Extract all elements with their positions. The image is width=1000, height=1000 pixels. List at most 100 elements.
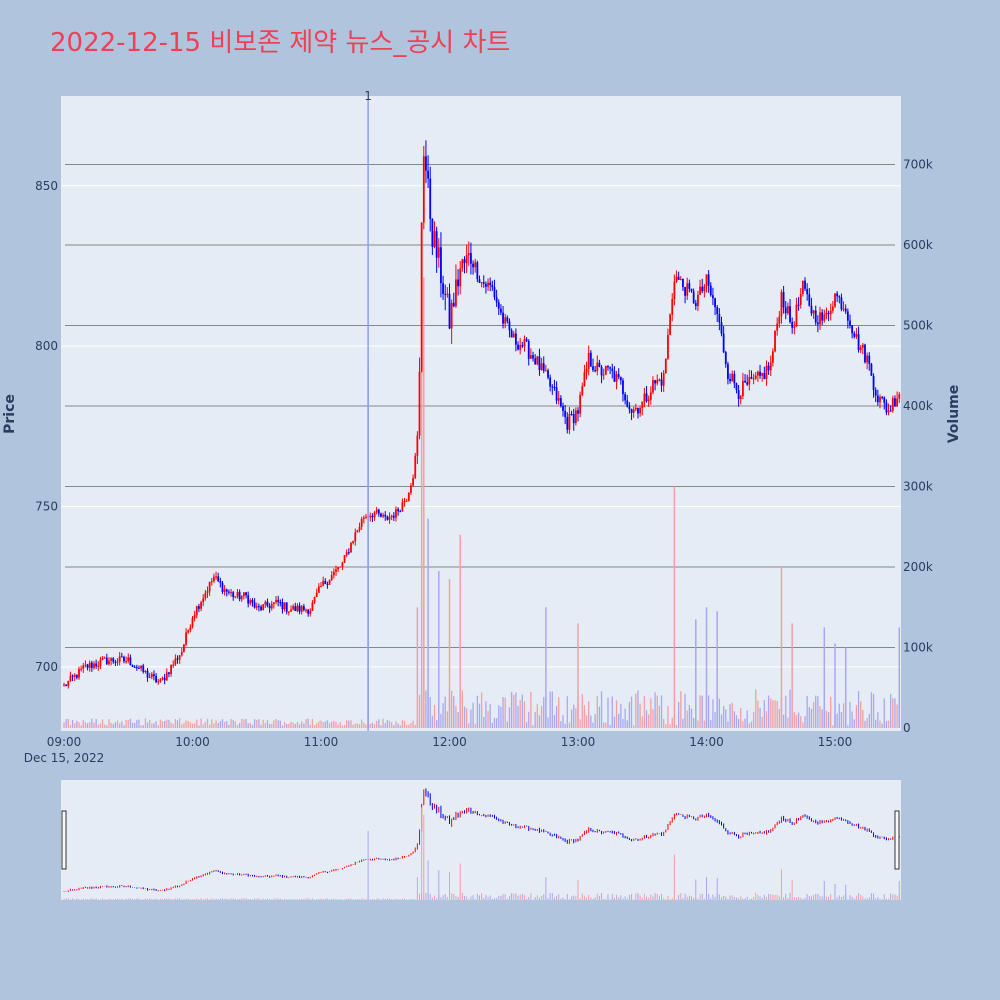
candle-body xyxy=(709,285,712,296)
candle-body xyxy=(551,386,554,388)
candle-body xyxy=(654,380,656,384)
x-tick-label: 15:00 xyxy=(818,735,853,749)
candle-body xyxy=(812,310,815,314)
range-slider-right-handle[interactable] xyxy=(894,810,900,870)
candle-body xyxy=(105,657,108,665)
candle-body xyxy=(836,293,839,297)
candle-body xyxy=(270,603,273,609)
candlesticks xyxy=(63,140,901,689)
candle-body xyxy=(260,606,262,610)
candle-body xyxy=(789,306,791,323)
candle-body xyxy=(116,661,119,663)
candle-body xyxy=(643,393,646,402)
candle-body xyxy=(838,296,841,298)
range-slider-left-handle[interactable] xyxy=(61,810,67,870)
candle-body xyxy=(630,409,633,413)
candle-body xyxy=(354,532,357,542)
candle-body xyxy=(315,592,318,598)
candle-body xyxy=(628,406,631,410)
candle-body xyxy=(720,322,723,334)
candle-body xyxy=(309,610,312,614)
candle-body xyxy=(664,358,667,374)
volume-grid xyxy=(65,164,895,648)
candle-body xyxy=(418,371,421,436)
y2-tick-label: 600k xyxy=(903,238,933,252)
candle-body xyxy=(266,601,269,606)
candle-body xyxy=(523,339,526,347)
candle-body xyxy=(840,297,843,310)
candle-body xyxy=(637,407,639,414)
plot-area[interactable] xyxy=(61,96,901,731)
candle-body xyxy=(189,627,192,631)
candle-body xyxy=(108,660,110,665)
candle-body xyxy=(622,380,624,395)
candle-body xyxy=(476,262,479,280)
candle-body xyxy=(120,656,123,658)
candle-body xyxy=(283,602,286,610)
candle-body xyxy=(168,672,170,674)
y-tick-label: 800 xyxy=(35,339,58,353)
candle-body xyxy=(536,356,539,365)
annotation: 1 xyxy=(364,89,372,731)
candle-body xyxy=(889,410,892,412)
y2-axis-title: Volume xyxy=(946,385,962,444)
candle-body xyxy=(885,402,888,413)
candle-body xyxy=(673,281,676,300)
candle-body xyxy=(95,663,98,667)
candle-body xyxy=(67,680,70,687)
candle-body xyxy=(684,287,686,296)
candle-body xyxy=(305,609,307,611)
candle-body xyxy=(898,394,901,399)
candle-body xyxy=(375,509,378,513)
candle-body xyxy=(686,283,689,296)
candle-body xyxy=(435,231,438,258)
y-axis-title: Price xyxy=(2,394,18,434)
candle-body xyxy=(617,374,620,377)
candle-body xyxy=(322,580,325,586)
candle-body xyxy=(377,509,380,514)
candle-body xyxy=(701,286,704,292)
candle-body xyxy=(759,371,761,376)
candle-body xyxy=(508,321,511,331)
candle-body xyxy=(632,409,635,413)
candle-body xyxy=(868,355,871,364)
candle-body xyxy=(232,592,235,598)
candle-body xyxy=(350,543,352,553)
candle-body xyxy=(403,501,406,503)
candle-body xyxy=(97,665,100,667)
candle-body xyxy=(562,406,564,411)
x-tick-label: 13:00 xyxy=(561,735,596,749)
candle-body xyxy=(598,362,601,368)
candle-body xyxy=(339,566,342,568)
candle-body xyxy=(243,592,245,597)
candle-body xyxy=(495,297,498,303)
y-axis-ticks: 700 750 800 850 xyxy=(35,179,58,674)
y2-tick-label: 700k xyxy=(903,158,933,172)
candle-body xyxy=(780,292,783,317)
candle-body xyxy=(455,279,457,307)
candle-body xyxy=(362,517,365,519)
range-slider[interactable] xyxy=(61,780,901,900)
candle-body xyxy=(776,323,779,331)
candle-body xyxy=(831,306,834,311)
y2-tick-label: 400k xyxy=(903,399,933,413)
candle-body xyxy=(707,274,710,286)
candle-body xyxy=(555,387,558,401)
candle-body xyxy=(705,274,708,287)
candle-body xyxy=(407,492,410,501)
y-tick-label: 750 xyxy=(35,500,58,514)
candle-body xyxy=(208,581,211,592)
candle-body xyxy=(857,334,860,350)
candle-body xyxy=(577,410,579,414)
candle-body xyxy=(386,516,389,520)
candle-body xyxy=(392,515,395,518)
candle-body xyxy=(262,604,265,610)
candle-body xyxy=(345,552,348,556)
candle-body xyxy=(866,355,869,363)
candle-body xyxy=(219,581,222,583)
candle-body xyxy=(279,602,282,604)
y2-tick-label: 200k xyxy=(903,560,933,574)
candle-body xyxy=(191,617,194,628)
candle-body xyxy=(553,387,556,389)
